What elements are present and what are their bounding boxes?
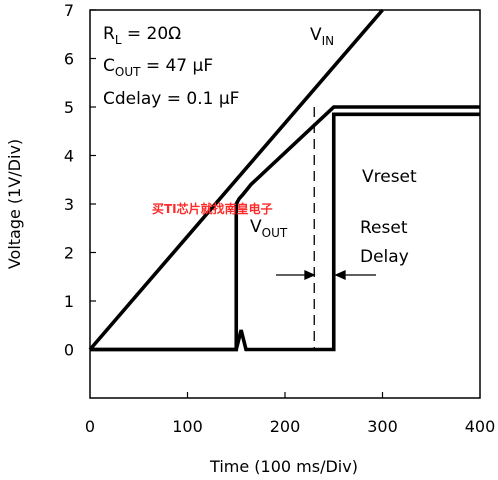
y-tick-label: 1	[64, 292, 74, 311]
vout-label: VOUT	[250, 217, 288, 240]
x-tick-label: 400	[465, 417, 496, 436]
condition-cout-sub: OUT	[115, 65, 141, 79]
condition-cdelay-value: = 0.1 μF	[161, 89, 239, 109]
condition-cout-value: = 47 μF	[140, 56, 213, 76]
reset-delay-label-line1: Reset	[360, 218, 408, 238]
reset-delay-arrows	[276, 269, 376, 281]
x-axis-label: Time (100 ms/Div)	[209, 457, 358, 476]
vin-label-sub: IN	[322, 34, 335, 48]
vreset-label: Vreset	[362, 167, 417, 187]
series-vout-line	[90, 105, 480, 352]
y-tick-label: 2	[64, 244, 74, 263]
watermark: 买TI芯片就找南皇电子	[152, 201, 273, 216]
vin-label-main: V	[310, 25, 322, 45]
y-tick-label: 0	[64, 341, 74, 360]
y-tick-label: 4	[64, 147, 74, 166]
vout-label-sub: OUT	[262, 226, 288, 240]
y-tick-label: 6	[64, 50, 74, 69]
series-vreset-line	[90, 112, 480, 352]
y-ticks: 0 1 2 3 4 5 6 7	[64, 1, 96, 360]
condition-rl-value: = 20Ω	[122, 24, 182, 44]
condition-cdelay: Cdelay = 0.1 μF	[103, 89, 239, 109]
y-tick-label: 3	[64, 195, 74, 214]
condition-cdelay-label: Cdelay	[103, 89, 161, 109]
vin-label: VIN	[310, 25, 334, 48]
series-vin-line	[88, 8, 384, 351]
reset-delay-arrow-right-head	[334, 269, 346, 281]
condition-cout-label: C	[103, 56, 115, 76]
y-tick-label: 5	[64, 98, 74, 117]
x-tick-label: 200	[270, 417, 301, 436]
condition-rl: RL = 20Ω	[103, 24, 181, 47]
x-tick-label: 100	[172, 417, 203, 436]
y-tick-label: 7	[64, 1, 74, 20]
reset-delay-label-line2: Delay	[360, 247, 409, 267]
x-tick-label: 0	[85, 417, 95, 436]
vout-label-main: V	[250, 217, 262, 237]
x-ticks: 0 100 200 300 400	[85, 392, 495, 436]
y-axis-label: Voltage (1V/Div)	[5, 139, 24, 269]
traces	[88, 8, 480, 352]
condition-rl-sub: L	[115, 33, 122, 47]
condition-rl-label: R	[103, 24, 115, 44]
condition-cout: COUT = 47 μF	[103, 56, 213, 79]
reset-delay-arrow-left-head	[304, 269, 316, 281]
x-tick-label: 300	[367, 417, 398, 436]
